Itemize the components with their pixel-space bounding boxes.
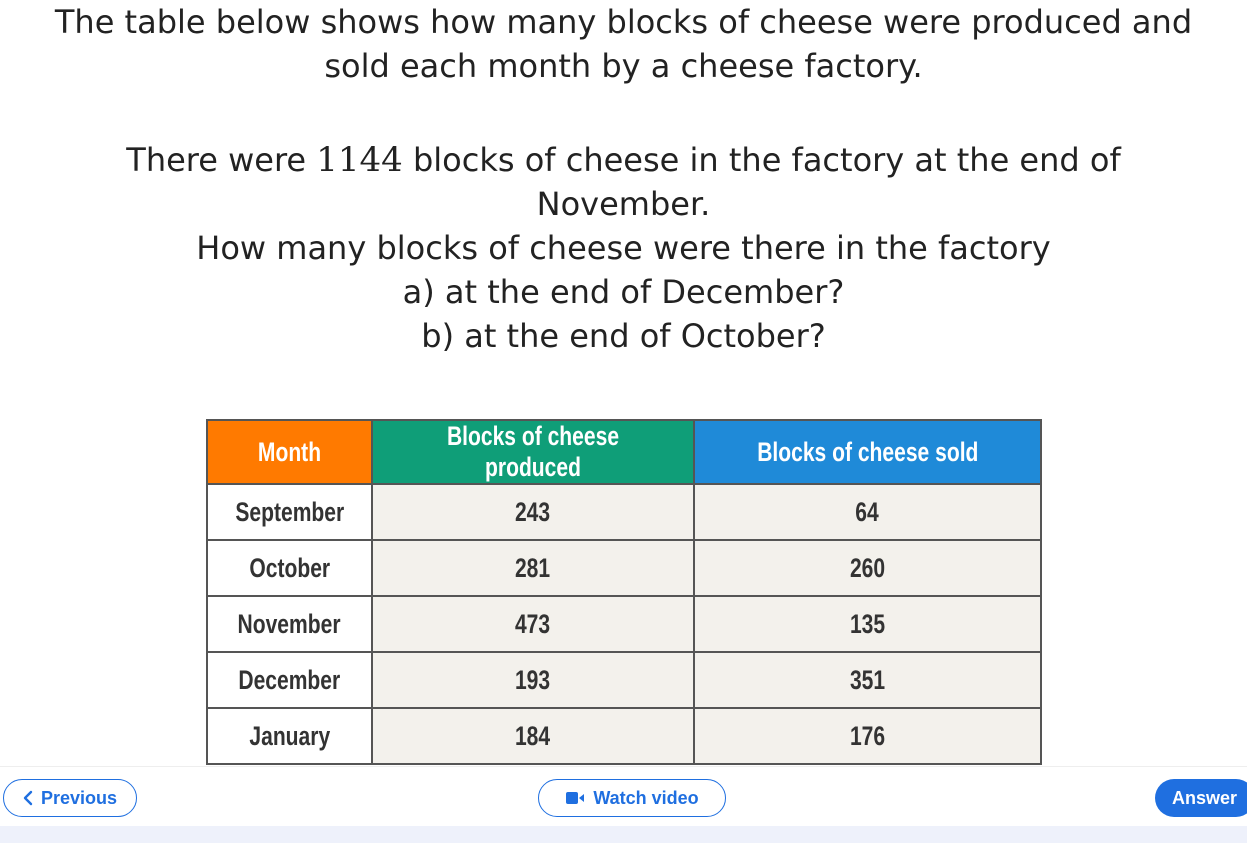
stock-suffix: blocks of cheese in the factory at the e… [402,141,1121,179]
question-ask-line: How many blocks of cheese were there in … [196,229,1051,267]
stock-number: 1144 [316,140,403,180]
previous-label: Previous [40,787,118,808]
answer-button[interactable]: Answer [1155,779,1247,817]
month-cell: November [206,595,373,653]
header-sold: Blocks of cheese sold [693,419,1042,485]
produced-cell: 193 [371,651,695,709]
month-cell: December [206,651,373,709]
table-row: January 184 176 [206,707,1042,765]
question-part-a: a) at the end of December? [402,273,845,311]
question-intro-line1: The table below shows how many blocks of… [54,3,1193,41]
answer-label: Answer [1172,787,1238,808]
month-cell: September [206,483,373,541]
footer-bar: Previous Watch video Answer [0,766,1247,843]
produced-cell: 473 [371,595,695,653]
sold-cell: 135 [693,595,1042,653]
sold-cell: 351 [693,651,1042,709]
cheese-table-container: Month Blocks of cheese produced Blocks o… [206,419,1042,765]
header-month: Month [206,419,373,485]
question-text: The table below shows how many blocks of… [0,0,1247,358]
table-row: October 281 260 [206,539,1042,597]
table-row: September 243 64 [206,483,1042,541]
month-cell: January [206,707,373,765]
produced-cell: 243 [371,483,695,541]
table-header-row: Month Blocks of cheese produced Blocks o… [206,419,1042,485]
question-part-b: b) at the end of October? [421,317,826,355]
table-row: November 473 135 [206,595,1042,653]
watch-video-label: Watch video [593,787,699,808]
cheese-table: Month Blocks of cheese produced Blocks o… [206,419,1042,765]
chevron-left-icon [23,790,33,806]
previous-button[interactable]: Previous [3,779,137,817]
sold-cell: 64 [693,483,1042,541]
question-stock-line2: November. [536,185,711,223]
question-stock-line: There were 1144 blocks of cheese in the … [0,138,1247,182]
produced-cell: 184 [371,707,695,765]
produced-cell: 281 [371,539,695,597]
table-row: December 193 351 [206,651,1042,709]
stock-prefix: There were [126,141,317,179]
question-intro-line2: sold each month by a cheese factory. [324,47,923,85]
footer-shade [0,826,1247,843]
sold-cell: 176 [693,707,1042,765]
watch-video-button[interactable]: Watch video [538,779,726,817]
header-produced: Blocks of cheese produced [371,419,695,485]
sold-cell: 260 [693,539,1042,597]
month-cell: October [206,539,373,597]
video-camera-icon [566,792,585,804]
